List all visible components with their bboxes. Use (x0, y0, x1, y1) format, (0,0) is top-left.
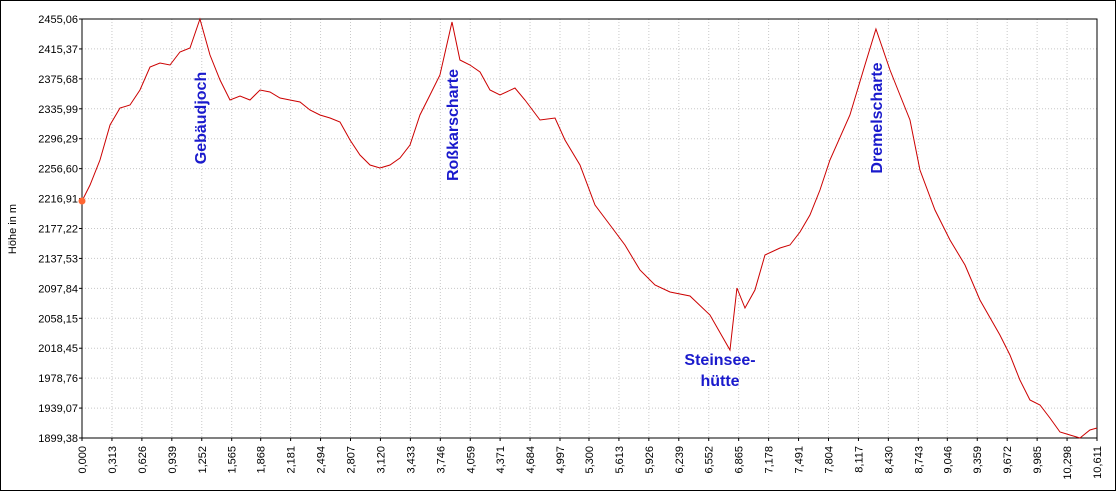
x-tick-label: 10,298 (1062, 446, 1074, 480)
y-tick-label: 2335,99 (38, 104, 78, 116)
y-tick-label: 2415,37 (38, 44, 78, 56)
x-tick-label: 1,868 (256, 446, 268, 474)
y-tick-label: 1939,07 (38, 403, 78, 415)
x-tick-label: 7,491 (794, 446, 806, 474)
x-tick-label: 4,371 (495, 446, 507, 474)
x-tick-label: 0,313 (107, 446, 119, 474)
y-tick-label: 1899,38 (38, 433, 78, 445)
x-tick-label: 10,611 (1092, 446, 1104, 479)
x-tick-label: 2,807 (346, 446, 358, 474)
y-tick-label: 2256,60 (38, 164, 78, 176)
x-tick-label: 7,804 (823, 446, 835, 474)
x-tick-label: 6,239 (674, 446, 686, 474)
x-tick-label: 7,178 (764, 446, 776, 474)
x-tick-label: 3,746 (435, 446, 447, 474)
annotation: Roßkarscharte (445, 69, 462, 181)
y-tick-label: 2097,84 (38, 283, 78, 295)
x-tick-label: 4,997 (555, 446, 567, 474)
x-tick-label: 8,743 (913, 446, 925, 474)
x-tick-label: 9,046 (942, 446, 954, 474)
annotation: Dremelscharte (869, 62, 886, 173)
x-tick-label: 6,865 (734, 446, 746, 474)
y-tick-label: 2137,53 (38, 253, 78, 265)
x-tick-label: 0,626 (137, 446, 149, 474)
x-tick-label: 9,985 (1032, 446, 1044, 474)
x-tick-label: 1,252 (197, 446, 209, 474)
y-axis-label: Höhe in m (7, 204, 19, 254)
annotation: Steinsee- (684, 352, 755, 369)
x-tick-label: 9,359 (972, 446, 984, 474)
x-tick-label: 0,939 (167, 446, 179, 474)
y-tick-label: 2216,91 (38, 194, 78, 206)
y-tick-label: 2058,15 (38, 313, 78, 325)
plot-border (81, 18, 1098, 439)
x-tick-label: 3,120 (375, 446, 387, 474)
start-marker (78, 197, 86, 205)
x-tick-label: 6,552 (704, 446, 716, 474)
x-tick-label: 8,430 (883, 446, 895, 474)
x-tick-label: 1,565 (227, 446, 239, 474)
y-tick-label: 2455,06 (38, 14, 78, 26)
y-tick-label: 2296,29 (38, 134, 78, 146)
elevation-line (81, 17, 1098, 439)
x-tick-label: 9,672 (1002, 446, 1014, 474)
x-tick-label: 2,494 (316, 446, 328, 474)
x-tick-label: 5,300 (584, 446, 596, 474)
y-tick-label: 2177,22 (38, 224, 78, 236)
y-tick-label: 2018,45 (38, 343, 78, 355)
x-tick-label: 3,433 (405, 446, 417, 474)
y-tick-label: 1978,76 (38, 373, 78, 385)
y-tick-label: 2375,68 (38, 74, 78, 86)
x-tick-label: 5,613 (614, 446, 626, 474)
x-tick-label: 8,117 (853, 446, 865, 473)
annotation: hütte (700, 373, 739, 390)
x-tick-label: 2,181 (286, 446, 298, 474)
x-tick-label: 5,926 (644, 446, 656, 474)
x-tick-label: 0,000 (77, 446, 89, 474)
x-tick-label: 4,059 (465, 446, 477, 474)
x-tick-label: 4,684 (525, 446, 537, 474)
annotation: Gebäudjoch (193, 72, 210, 164)
